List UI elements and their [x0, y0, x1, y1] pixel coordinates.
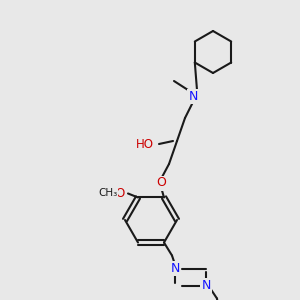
- Text: N: N: [188, 89, 198, 103]
- Text: O: O: [116, 187, 124, 200]
- Text: CH₃: CH₃: [98, 188, 118, 199]
- Text: O: O: [156, 176, 166, 190]
- Text: HO: HO: [136, 137, 154, 151]
- Text: N: N: [170, 262, 180, 275]
- Text: N: N: [201, 279, 211, 292]
